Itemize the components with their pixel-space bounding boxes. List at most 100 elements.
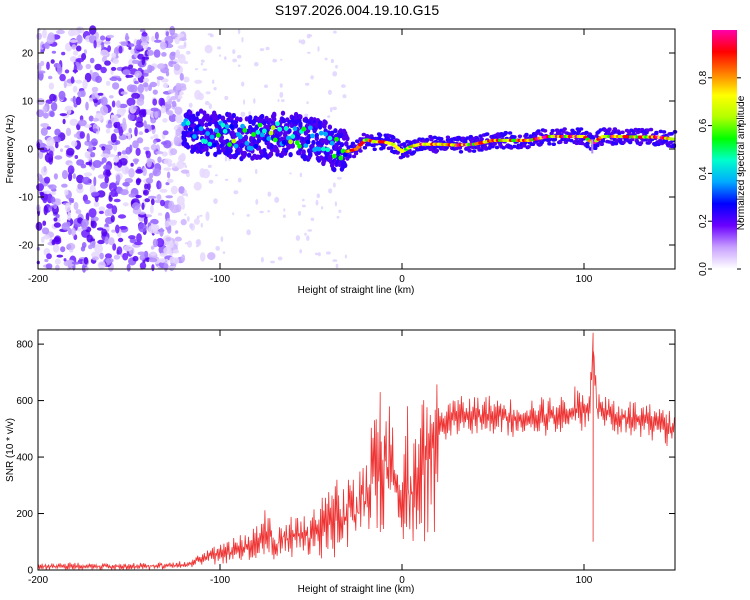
spectrogram-ridge-cell [339, 142, 345, 148]
spectrogram-noise-blob [143, 120, 147, 128]
spectrogram-noise-blob [56, 29, 65, 35]
spectrogram-noise-blob [193, 218, 200, 225]
colorbar-ticks: 0.0 0.2 0.4 0.6 0.8 [698, 70, 741, 276]
spectrogram-noise-blob [98, 206, 106, 212]
spectrogram-noise-blob [241, 81, 245, 87]
spectrogram-noise-blob [150, 136, 154, 140]
spectrogram-ridge-cell [479, 137, 484, 141]
spectrogram-ridge-peak [323, 131, 328, 137]
spectrogram-ridge-cell [517, 134, 523, 139]
spectrogram-noise-blob [110, 133, 117, 143]
spectrogram-noise-blob [187, 240, 193, 248]
spectrogram-noise-blob [300, 39, 306, 45]
spectrogram-noise-blob [64, 145, 70, 149]
spectrogram-noise-blob [46, 34, 55, 45]
spectrogram-noise-blob [75, 227, 84, 232]
spectrogram-noise-blob [84, 199, 91, 205]
spectrogram-noise-blob [145, 257, 150, 263]
spectrogram-ridge-cell [542, 129, 548, 133]
spectrogram-noise-blob [170, 185, 178, 195]
spectrogram-ridge-cell [234, 116, 240, 122]
spectrogram-noise-blob [232, 212, 235, 216]
spectrogram-noise-blob [200, 59, 205, 63]
spectrogram-ridge-cell [323, 120, 328, 126]
spectrogram-noise-blob [116, 100, 121, 108]
spectrogram-noise-blob [54, 258, 61, 265]
spectrogram-ridge-cell [246, 152, 252, 158]
spectrogram-ridge-cell [205, 127, 210, 133]
spectrogram-ridge-cell [350, 141, 356, 146]
spectrogram-noise-blob [277, 256, 283, 261]
spectrogram-noise-blob [61, 51, 66, 56]
spectrogram-noise-blob [75, 96, 82, 106]
spectrogram-noise-blob [330, 58, 334, 64]
spectrogram-noise-blob [81, 53, 87, 61]
spectrogram-ridge-peak [248, 146, 254, 151]
spectrogram-noise-blob [176, 195, 185, 206]
spectrogram-ridge-cell [272, 116, 277, 122]
spectrogram-ridge-cell [617, 131, 622, 136]
spectrogram-ridge-cell [216, 145, 221, 151]
spectrogram-ridge-peak [238, 134, 243, 140]
spectrogram-noise-blob [138, 131, 144, 136]
spectrogram-noise-blob [157, 156, 162, 163]
spectrogram-noise-blob [166, 171, 171, 179]
spectrogram-noise-blob [85, 101, 89, 111]
spectrogram-ridge-cell [301, 149, 306, 155]
spectrogram-noise-blob [40, 127, 48, 136]
spectrogram-noise-blob [40, 49, 44, 54]
spectrogram-ridge-cell [346, 145, 351, 149]
spectrogram-noise-blob [125, 74, 134, 78]
spectrogram-ridge-cell [497, 134, 502, 139]
spectrogram-noise-blob [110, 114, 115, 119]
spectrogram-noise-blob [246, 229, 251, 236]
spectrogram-ridge-cell [669, 132, 674, 136]
spectrogram-noise-blob [332, 259, 338, 262]
spectrogram-ridge-peak [286, 135, 291, 141]
spectrogram-noise-blob [126, 84, 135, 92]
snr-y-tick-label: 800 [16, 340, 33, 351]
spectrogram-noise-blob [131, 59, 140, 64]
spectrogram-noise-blob [153, 134, 159, 139]
spectrogram-ridge-cell [233, 123, 239, 129]
spectrogram-noise-blob [43, 190, 52, 195]
spectrogram-noise-blob [112, 82, 120, 90]
spectrogram-noise-blob [158, 181, 162, 189]
spectrogram-ridge-cell [402, 142, 407, 146]
spectrogram-noise-blob [224, 155, 228, 162]
spectrogram-noise-blob [84, 72, 92, 83]
spectrogram-noise-blob [101, 228, 108, 237]
spectrogram-ridge-peak [216, 132, 221, 138]
spectrogram-noise-blob [125, 146, 132, 155]
spectrogram-noise-blob [162, 118, 168, 123]
spectrogram-noise-blob [169, 256, 176, 264]
colorbar-tick-label: 0.0 [698, 262, 709, 276]
spectrogram-noise-blob [46, 126, 52, 130]
spectrogram-ridge-peak [305, 139, 311, 145]
spectrogram-ridge-peak [318, 130, 324, 136]
spectrogram-noise-blob [306, 51, 311, 54]
spectrogram-noise-blob [122, 202, 129, 207]
snr-y-ticks: 0 200 400 600 800 [16, 340, 675, 577]
spectrogram-noise-blob [165, 182, 170, 186]
spectrogram-noise-blob [178, 186, 185, 194]
spectrogram-noise-blob [122, 69, 131, 75]
spectrogram-noise-blob [299, 249, 303, 254]
spectrogram-x-tick-label: -200 [28, 274, 48, 285]
spectrogram-noise-blob [174, 106, 183, 115]
snr-y-tick-label: 0 [27, 566, 33, 577]
spectrogram-noise-blob [237, 177, 242, 183]
spectrogram-noise-blob [213, 87, 217, 91]
snr-y-label: SNR (10 * v/v) [5, 418, 16, 482]
spectrogram-noise-blob [90, 152, 96, 158]
spectrogram-noise-blob [106, 203, 114, 209]
spectrogram-ridge-cell [293, 119, 299, 125]
spectrogram-ridge-peak [281, 140, 287, 145]
spectrogram-noise-blob [143, 216, 148, 225]
spectrogram-noise-blob [48, 150, 54, 159]
spectrogram-noise-blob [283, 208, 286, 212]
spectrogram-ridge-cell [205, 151, 210, 157]
spectrogram-noise-blob [264, 84, 268, 88]
spectrogram-noise-blob [131, 202, 141, 211]
spectrogram-noise-blob [88, 244, 93, 250]
